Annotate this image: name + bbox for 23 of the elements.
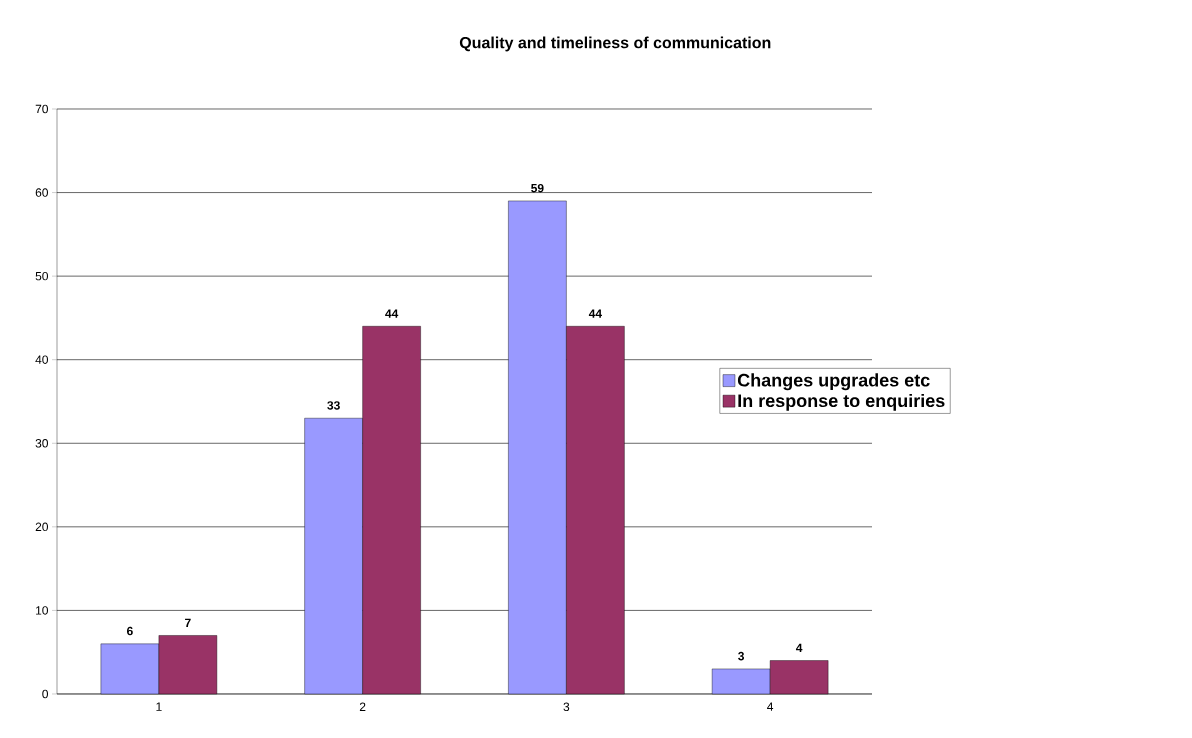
x-tick-label: 4 xyxy=(767,702,774,711)
y-tick-label: 60 xyxy=(35,188,49,197)
data-label: 33 xyxy=(327,401,340,410)
data-label: 3 xyxy=(738,651,745,661)
x-tick-label: 2 xyxy=(359,702,366,711)
data-label: 59 xyxy=(531,183,544,193)
data-label: 44 xyxy=(385,309,399,318)
y-tick-label: 20 xyxy=(35,522,49,532)
y-tick-label: 40 xyxy=(35,355,49,364)
legend-label: In response to enquiries xyxy=(738,393,945,411)
legend-label: Changes upgrades etc xyxy=(737,373,930,391)
y-tick-label: 30 xyxy=(35,439,49,448)
data-label: 4 xyxy=(795,643,803,653)
y-tick-label: 10 xyxy=(36,606,49,615)
y-tick-label: 0 xyxy=(42,689,49,699)
data-label: 6 xyxy=(126,626,133,636)
y-tick-label: 70 xyxy=(35,104,49,114)
x-tick-label: 3 xyxy=(563,702,570,712)
data-label: 7 xyxy=(185,618,191,627)
y-tick-label: 50 xyxy=(35,271,49,281)
data-label: 44 xyxy=(588,309,602,318)
chart-title: Quality and timeliness of communication xyxy=(459,36,771,52)
x-tick-label: 1 xyxy=(156,702,162,711)
